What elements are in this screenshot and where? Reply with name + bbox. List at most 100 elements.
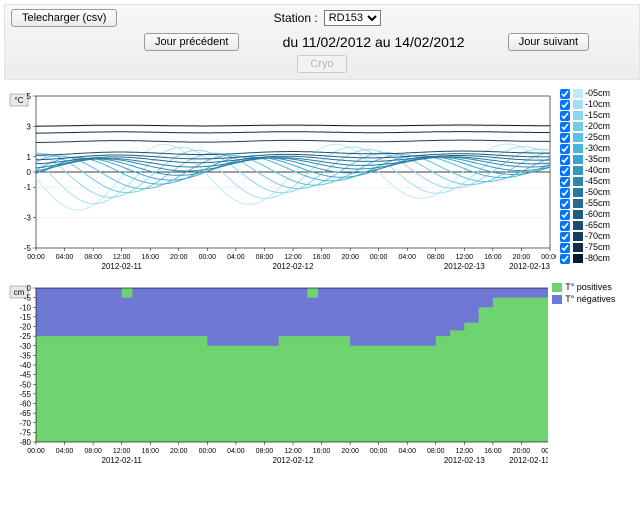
legend-swatch xyxy=(573,155,583,164)
legend-label: -20cm xyxy=(585,121,610,132)
legend-label: -25cm xyxy=(585,132,610,143)
depth-legend: T° positivesT° négatives xyxy=(552,282,636,468)
svg-text:2012-02-13: 2012-02-13 xyxy=(509,456,548,465)
svg-text:12:00: 12:00 xyxy=(113,254,131,261)
svg-text:04:00: 04:00 xyxy=(398,254,416,261)
legend-label: -75cm xyxy=(585,242,610,253)
legend-label: -05cm xyxy=(585,88,610,99)
svg-text:5: 5 xyxy=(27,92,32,101)
legend-label: -45cm xyxy=(585,176,610,187)
legend-swatch xyxy=(573,166,583,175)
svg-text:-55: -55 xyxy=(19,390,31,399)
svg-text:00:00: 00:00 xyxy=(199,448,217,455)
svg-text:3: 3 xyxy=(27,122,32,131)
legend-item: -50cm xyxy=(560,187,630,198)
temperature-chart-wrap: °C-5-3-1013500:0004:0008:0012:0016:0020:… xyxy=(8,88,636,274)
svg-text:0: 0 xyxy=(27,284,32,293)
svg-text:08:00: 08:00 xyxy=(256,448,274,455)
svg-text:-60: -60 xyxy=(19,400,31,409)
legend-checkbox[interactable] xyxy=(560,144,570,154)
legend-checkbox[interactable] xyxy=(560,122,570,132)
legend-item: -40cm xyxy=(560,165,630,176)
legend-item: -70cm xyxy=(560,231,630,242)
station-select[interactable]: RD153 xyxy=(324,10,381,26)
svg-text:08:00: 08:00 xyxy=(256,254,274,261)
legend-swatch xyxy=(573,210,583,219)
svg-text:-75: -75 xyxy=(19,428,31,437)
station-label: Station : xyxy=(274,11,318,25)
toolbar-row-1: Telecharger (csv) Station : RD153 xyxy=(11,9,633,27)
legend-checkbox[interactable] xyxy=(560,210,570,220)
toolbar-row-2: Jour précédent du 11/02/2012 au 14/02/20… xyxy=(11,33,633,51)
svg-text:04:00: 04:00 xyxy=(56,448,74,455)
legend-swatch xyxy=(573,243,583,252)
svg-text:16:00: 16:00 xyxy=(141,448,159,455)
legend-item: -75cm xyxy=(560,242,630,253)
legend-checkbox[interactable] xyxy=(560,177,570,187)
legend-item: -30cm xyxy=(560,143,630,154)
legend-checkbox[interactable] xyxy=(560,221,570,231)
legend-swatch xyxy=(573,221,583,230)
svg-text:-80: -80 xyxy=(19,438,31,447)
svg-text:-5: -5 xyxy=(24,244,32,253)
svg-text:16:00: 16:00 xyxy=(484,254,502,261)
svg-text:16:00: 16:00 xyxy=(484,448,502,455)
legend-checkbox[interactable] xyxy=(560,100,570,110)
legend-item: T° négatives xyxy=(552,294,636,304)
svg-text:20:00: 20:00 xyxy=(341,448,359,455)
legend-checkbox[interactable] xyxy=(560,232,570,242)
svg-text:2012-02-11: 2012-02-11 xyxy=(102,262,143,271)
legend-checkbox[interactable] xyxy=(560,155,570,165)
legend-checkbox[interactable] xyxy=(560,89,570,99)
svg-text:-15: -15 xyxy=(19,313,31,322)
svg-text:-40: -40 xyxy=(19,361,31,370)
cryo-button: Cryo xyxy=(297,55,346,73)
legend-swatch xyxy=(573,232,583,241)
legend-checkbox[interactable] xyxy=(560,254,570,264)
download-button[interactable]: Telecharger (csv) xyxy=(11,9,117,27)
toolbar: Telecharger (csv) Station : RD153 Jour p… xyxy=(4,4,640,80)
svg-text:16:00: 16:00 xyxy=(313,448,331,455)
legend-label: -65cm xyxy=(585,220,610,231)
svg-text:1: 1 xyxy=(27,153,32,162)
legend-swatch xyxy=(552,295,562,304)
svg-text:08:00: 08:00 xyxy=(84,448,102,455)
legend-checkbox[interactable] xyxy=(560,111,570,121)
legend-checkbox[interactable] xyxy=(560,188,570,198)
svg-text:12:00: 12:00 xyxy=(284,254,302,261)
legend-swatch xyxy=(573,111,583,120)
svg-text:16:00: 16:00 xyxy=(313,254,331,261)
svg-text:-5: -5 xyxy=(24,294,32,303)
next-day-button[interactable]: Jour suivant xyxy=(508,33,589,51)
legend-swatch xyxy=(573,144,583,153)
svg-text:12:00: 12:00 xyxy=(456,254,474,261)
svg-text:2012-02-11: 2012-02-11 xyxy=(102,456,143,465)
legend-swatch xyxy=(573,254,583,263)
legend-swatch xyxy=(573,100,583,109)
charts-area: °C-5-3-1013500:0004:0008:0012:0016:0020:… xyxy=(4,88,640,468)
svg-text:2012-02-12: 2012-02-12 xyxy=(273,262,314,271)
legend-swatch xyxy=(573,122,583,131)
legend-label: -55cm xyxy=(585,198,610,209)
legend-checkbox[interactable] xyxy=(560,133,570,143)
svg-text:00:00: 00:00 xyxy=(370,254,388,261)
svg-text:-50: -50 xyxy=(19,380,31,389)
legend-item: -80cm xyxy=(560,253,630,264)
svg-text:-10: -10 xyxy=(19,303,31,312)
legend-item: -10cm xyxy=(560,99,630,110)
temperature-chart: °C-5-3-1013500:0004:0008:0012:0016:0020:… xyxy=(8,88,556,274)
legend-label: -30cm xyxy=(585,143,610,154)
svg-text:00:00: 00:00 xyxy=(27,448,45,455)
svg-text:04:00: 04:00 xyxy=(398,448,416,455)
svg-text:-30: -30 xyxy=(19,342,31,351)
legend-checkbox[interactable] xyxy=(560,243,570,253)
legend-checkbox[interactable] xyxy=(560,166,570,176)
legend-label: -50cm xyxy=(585,187,610,198)
legend-item: -20cm xyxy=(560,121,630,132)
svg-text:-3: -3 xyxy=(24,214,32,223)
prev-day-button[interactable]: Jour précédent xyxy=(144,33,239,51)
legend-label: -60cm xyxy=(585,209,610,220)
svg-text:2012-02-12: 2012-02-12 xyxy=(273,456,314,465)
legend-checkbox[interactable] xyxy=(560,199,570,209)
svg-text:16:00: 16:00 xyxy=(141,254,159,261)
